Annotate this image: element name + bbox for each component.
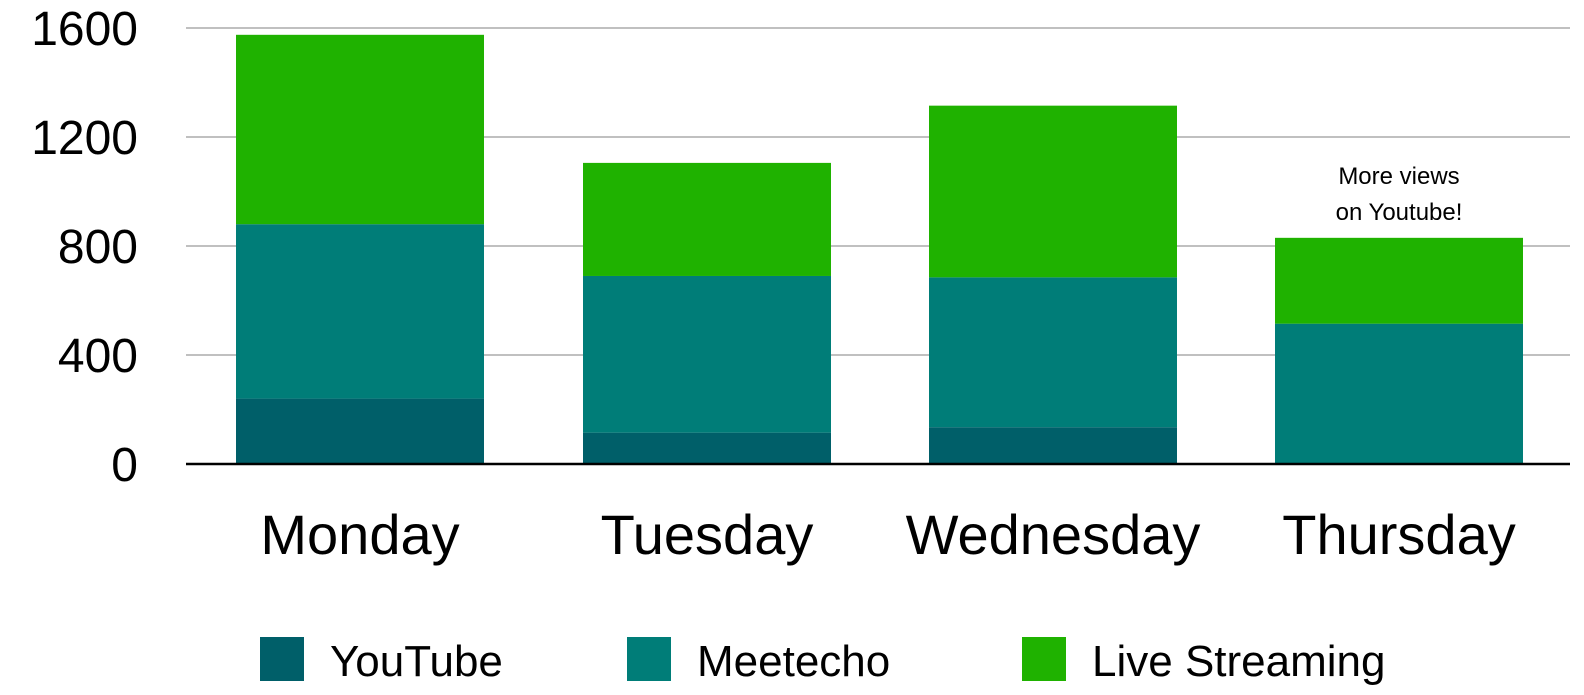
bar-segment-youtube — [583, 432, 831, 464]
y-tick-label: 0 — [111, 439, 138, 492]
annotations: More views on Youtube! — [1336, 163, 1463, 226]
bar-segment-meetecho — [929, 277, 1177, 428]
y-tick-label: 1200 — [31, 112, 138, 165]
y-tick-label: 400 — [58, 330, 138, 383]
annotation-text: on Youtube! — [1336, 199, 1463, 226]
legend-label: Meetecho — [697, 637, 890, 686]
legend: YouTube Meetecho Live Streaming — [260, 637, 1385, 686]
bar-segment-live-streaming — [929, 105, 1177, 278]
x-tick-label: Wednesday — [906, 503, 1201, 566]
bar-segment-youtube — [236, 398, 484, 464]
y-tick-label: 1600 — [31, 3, 138, 56]
bar-segment-meetecho — [236, 224, 484, 399]
bar-segment-meetecho — [583, 275, 831, 433]
x-tick-label: Tuesday — [601, 503, 814, 566]
y-tick-label: 800 — [58, 221, 138, 274]
axes: 0 400 800 1200 1600 Monday Tuesday Wednesday Thu… — [31, 3, 1570, 566]
legend-swatch — [1022, 637, 1066, 681]
x-tick-label: Thursday — [1282, 503, 1515, 566]
bar-segment-live-streaming — [236, 34, 484, 225]
legend-swatch — [260, 637, 304, 681]
bar-segment-live-streaming — [1275, 237, 1523, 324]
bars — [236, 34, 1523, 464]
bar-segment-meetecho — [1275, 323, 1523, 464]
bar-segment-youtube — [929, 427, 1177, 464]
legend-label: Live Streaming — [1092, 637, 1385, 686]
legend-label: YouTube — [330, 637, 503, 686]
bar-segment-live-streaming — [583, 162, 831, 276]
annotation-text: More views — [1338, 163, 1459, 190]
x-tick-label: Monday — [260, 503, 459, 566]
legend-swatch — [627, 637, 671, 681]
